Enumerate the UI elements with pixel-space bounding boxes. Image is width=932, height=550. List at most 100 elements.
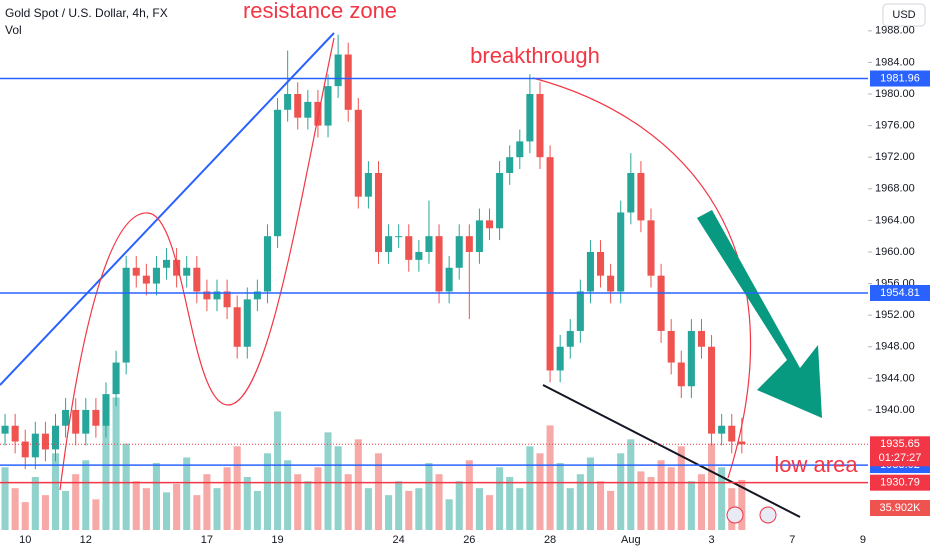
- candle-body: [92, 409, 100, 426]
- volume-bar: [152, 463, 160, 530]
- candle-body: [354, 109, 362, 197]
- volume-bar: [536, 453, 544, 530]
- volume-bar: [304, 481, 312, 530]
- price-label: 1935.65: [880, 438, 920, 450]
- volume-bar: [455, 481, 463, 530]
- candle-body: [425, 236, 433, 252]
- annotation: low area: [774, 452, 858, 477]
- trend-line: [0, 32, 335, 386]
- candle-body: [576, 291, 584, 331]
- candle-body: [132, 267, 140, 276]
- candle-body: [364, 172, 372, 197]
- volume-label-box: [870, 500, 930, 516]
- volume-bar: [445, 499, 453, 530]
- volume-bar: [72, 474, 80, 530]
- y-tick-label: 1940.00: [875, 404, 915, 416]
- candle-body: [11, 425, 19, 442]
- volume-bar: [405, 490, 413, 530]
- candle-body: [597, 251, 605, 276]
- volume-bar: [62, 490, 70, 530]
- candle-body: [374, 172, 383, 252]
- candle-body: [21, 441, 29, 458]
- candle-body: [738, 441, 746, 445]
- x-tick-label: Aug: [621, 534, 641, 546]
- candle-body: [163, 259, 171, 268]
- annotation: resistance zone: [243, 0, 397, 23]
- candle-body: [334, 54, 342, 87]
- y-tick-label: 1944.00: [875, 372, 915, 384]
- volume-bar: [496, 467, 504, 530]
- volume-bar: [173, 483, 181, 530]
- currency: USD: [892, 9, 915, 21]
- x-tick-label: 24: [393, 534, 405, 546]
- candle-body: [526, 93, 534, 142]
- volume-bar: [395, 481, 403, 530]
- volume-bar: [112, 397, 120, 530]
- candle-body: [72, 409, 80, 434]
- candle-body: [253, 291, 261, 300]
- volume-bar: [92, 499, 100, 530]
- volume-bar: [243, 477, 251, 530]
- volume-bar: [1, 467, 9, 530]
- volume-bar: [132, 481, 140, 530]
- x-tick-label: 17: [201, 534, 213, 546]
- candle-body: [1, 425, 9, 434]
- volume-bar: [506, 477, 514, 530]
- x-tick-label: 7: [789, 534, 795, 546]
- volume-layer: [1, 397, 746, 530]
- x-tick-label: 28: [544, 534, 556, 546]
- volume-bar: [637, 471, 645, 530]
- candle-body: [435, 236, 443, 292]
- candle-body: [455, 236, 463, 268]
- volume-bar: [546, 425, 554, 530]
- volume-bar: [657, 460, 665, 530]
- volume-bar: [586, 457, 594, 530]
- volume-bar: [31, 477, 39, 530]
- currency-button[interactable]: [882, 3, 926, 27]
- candle-body: [152, 267, 160, 284]
- candle-body: [536, 93, 544, 158]
- price-label: 1954.81: [880, 287, 920, 299]
- candle-body: [647, 220, 655, 276]
- volume-bar: [193, 495, 201, 530]
- volume-bar: [597, 481, 605, 530]
- price-label: 1930.79: [880, 477, 920, 489]
- candle-body: [344, 54, 352, 110]
- volume-bar: [627, 439, 635, 530]
- candle-body: [193, 267, 201, 292]
- volume-bar: [354, 439, 362, 530]
- volume-bar: [667, 467, 675, 530]
- candle-body: [566, 330, 574, 347]
- candle-body: [284, 93, 292, 110]
- candle-body: [102, 394, 110, 426]
- volume-bar: [284, 460, 292, 530]
- candle-body: [213, 291, 221, 300]
- x-tick-label: 12: [80, 534, 92, 546]
- candle-body: [173, 259, 181, 276]
- price-label: 1981.96: [880, 72, 920, 84]
- candle-body: [415, 251, 423, 260]
- volume-bar: [253, 490, 261, 530]
- y-tick-label: 1976.00: [875, 119, 915, 131]
- candle-body: [667, 330, 675, 363]
- candle-body: [556, 346, 564, 371]
- candle-body: [718, 425, 726, 434]
- y-tick-label: 1960.00: [875, 246, 915, 258]
- y-tick-label: 1984.00: [875, 56, 915, 68]
- y-tick-label: 1988.00: [875, 25, 915, 37]
- candle-body: [697, 330, 705, 347]
- arc: [532, 77, 752, 479]
- event-icon[interactable]: [726, 506, 744, 524]
- axis-layer: 10 12 17 19 24 26 28 Aug 3 7 9 1940.00 1944.00 1948.0…: [19, 25, 930, 546]
- volume-bar: [718, 467, 726, 530]
- candle-body: [112, 362, 120, 395]
- candle-body: [708, 346, 716, 434]
- candle-body: [233, 307, 241, 347]
- candle-body: [263, 236, 271, 292]
- volume-bar: [647, 477, 655, 530]
- candle-body: [41, 433, 49, 450]
- candle-body: [142, 275, 150, 284]
- volume-bar: [364, 488, 372, 530]
- event-icon[interactable]: [759, 506, 777, 524]
- candle-body: [627, 172, 635, 213]
